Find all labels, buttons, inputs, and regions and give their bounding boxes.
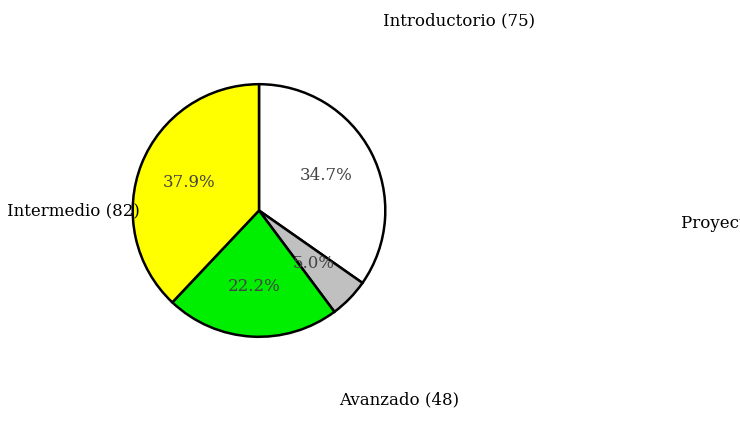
Text: 5.0%: 5.0%	[292, 255, 334, 272]
Wedge shape	[259, 84, 386, 283]
Wedge shape	[259, 210, 363, 312]
Text: 22.2%: 22.2%	[228, 278, 281, 295]
Text: 34.7%: 34.7%	[300, 167, 352, 184]
Text: Avanzado (48): Avanzado (48)	[340, 392, 460, 408]
Text: Intermedio (82): Intermedio (82)	[7, 202, 141, 219]
Wedge shape	[172, 210, 334, 337]
Text: Introductorio (75): Introductorio (75)	[383, 13, 535, 29]
Text: 37.9%: 37.9%	[162, 174, 215, 191]
Wedge shape	[132, 84, 259, 302]
Text: Proyecto Final (11): Proyecto Final (11)	[681, 215, 740, 232]
